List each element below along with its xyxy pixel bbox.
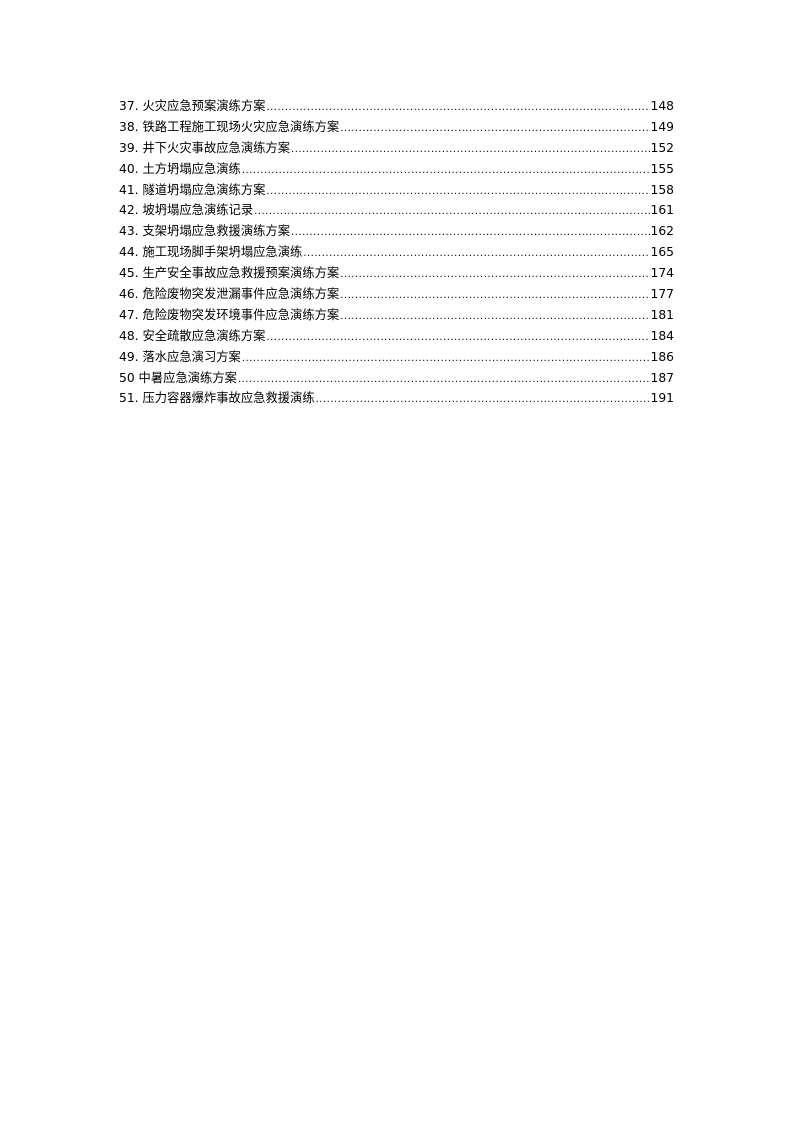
toc-entry-page: 184 [650,328,674,343]
toc-entry[interactable]: 45. 生产安全事故应急救援预案演练方案 174 [119,263,674,284]
dot-leader [303,244,649,265]
toc-entry-title: 43. 支架坍塌应急救援演练方案 [119,224,291,239]
toc-entry-title: 46. 危险废物突发泄漏事件应急演练方案 [119,287,340,302]
dot-leader [340,265,649,286]
dot-leader [254,202,649,223]
toc-entry-page: 149 [650,119,674,134]
toc-entry-title: 38. 铁路工程施工现场火灾应急演练方案 [119,119,340,134]
dot-leader [238,370,650,391]
toc-entry-title: 49. 落水应急演习方案 [119,349,241,364]
dot-leader [266,182,649,203]
toc-entry-page: 152 [650,140,674,155]
toc-entry-page: 161 [650,203,674,218]
toc-entry-title: 40. 土方坍塌应急演练 [119,161,241,176]
dot-leader [266,98,649,119]
toc-entry-page: 187 [650,370,674,385]
dot-leader [291,140,649,161]
toc-entry[interactable]: 48. 安全疏散应急演练方案 184 [119,326,674,347]
toc-entry-page: 181 [650,307,674,322]
toc-entry-title: 44. 施工现场脚手架坍塌应急演练 [119,245,303,260]
toc-entry[interactable]: 40. 土方坍塌应急演练 155 [119,159,674,180]
toc-entry[interactable]: 51. 压力容器爆炸事故应急救援演练 191 [119,388,674,409]
toc-entry-page: 177 [650,287,674,302]
toc-entry[interactable]: 39. 井下火灾事故应急演练方案 152 [119,138,674,159]
toc-entry-title: 51. 压力容器爆炸事故应急救援演练 [119,391,315,406]
toc-entry-page: 162 [650,224,674,239]
dot-leader [340,119,649,140]
toc-entry-title: 45. 生产安全事故应急救援预案演练方案 [119,266,340,281]
toc-entry[interactable]: 46. 危险废物突发泄漏事件应急演练方案 177 [119,284,674,305]
toc-entry[interactable]: 49. 落水应急演习方案 186 [119,347,674,368]
toc-entry[interactable]: 44. 施工现场脚手架坍塌应急演练 165 [119,242,674,263]
toc-entry-title: 37. 火灾应急预案演练方案 [119,99,266,113]
dot-leader [291,223,649,244]
toc-entry-page: 158 [650,182,674,197]
toc-entry[interactable]: 47. 危险废物突发环境事件应急演练方案 181 [119,305,674,326]
toc-entry[interactable]: 43. 支架坍塌应急救援演练方案 162 [119,221,674,242]
toc-entry[interactable]: 50 中暑应急演练方案 187 [119,368,674,389]
toc-entry-title: 41. 隧道坍塌应急演练方案 [119,182,266,197]
dot-leader [266,328,649,349]
toc-entry-page: 174 [650,266,674,281]
toc-entry-title: 42. 坡坍塌应急演练记录 [119,203,254,218]
toc-entry[interactable]: 38. 铁路工程施工现场火灾应急演练方案 149 [119,117,674,138]
toc-entry-page: 186 [650,349,674,364]
dot-leader [242,349,650,370]
dot-leader [316,390,650,411]
dot-leader [242,161,650,182]
toc-entry[interactable]: 42. 坡坍塌应急演练记录 161 [119,200,674,221]
toc-entry-title: 39. 井下火灾事故应急演练方案 [119,140,291,155]
toc-entry-title: 48. 安全疏散应急演练方案 [119,328,266,343]
toc-entry-page: 148 [650,99,674,113]
toc-entry-title: 47. 危险废物突发环境事件应急演练方案 [119,307,340,322]
table-of-contents: 37. 火灾应急预案演练方案 148 38. 铁路工程施工现场火灾应急演练方案 149… [119,96,674,409]
toc-entry[interactable]: 37. 火灾应急预案演练方案 148 [119,96,674,117]
toc-entry-page: 191 [650,391,674,406]
toc-entry-page: 165 [650,245,674,260]
toc-entry-page: 155 [650,161,674,176]
toc-entry-title: 50 中暑应急演练方案 [119,370,237,385]
dot-leader [340,286,649,307]
dot-leader [340,307,649,328]
toc-entry[interactable]: 41. 隧道坍塌应急演练方案 158 [119,180,674,201]
